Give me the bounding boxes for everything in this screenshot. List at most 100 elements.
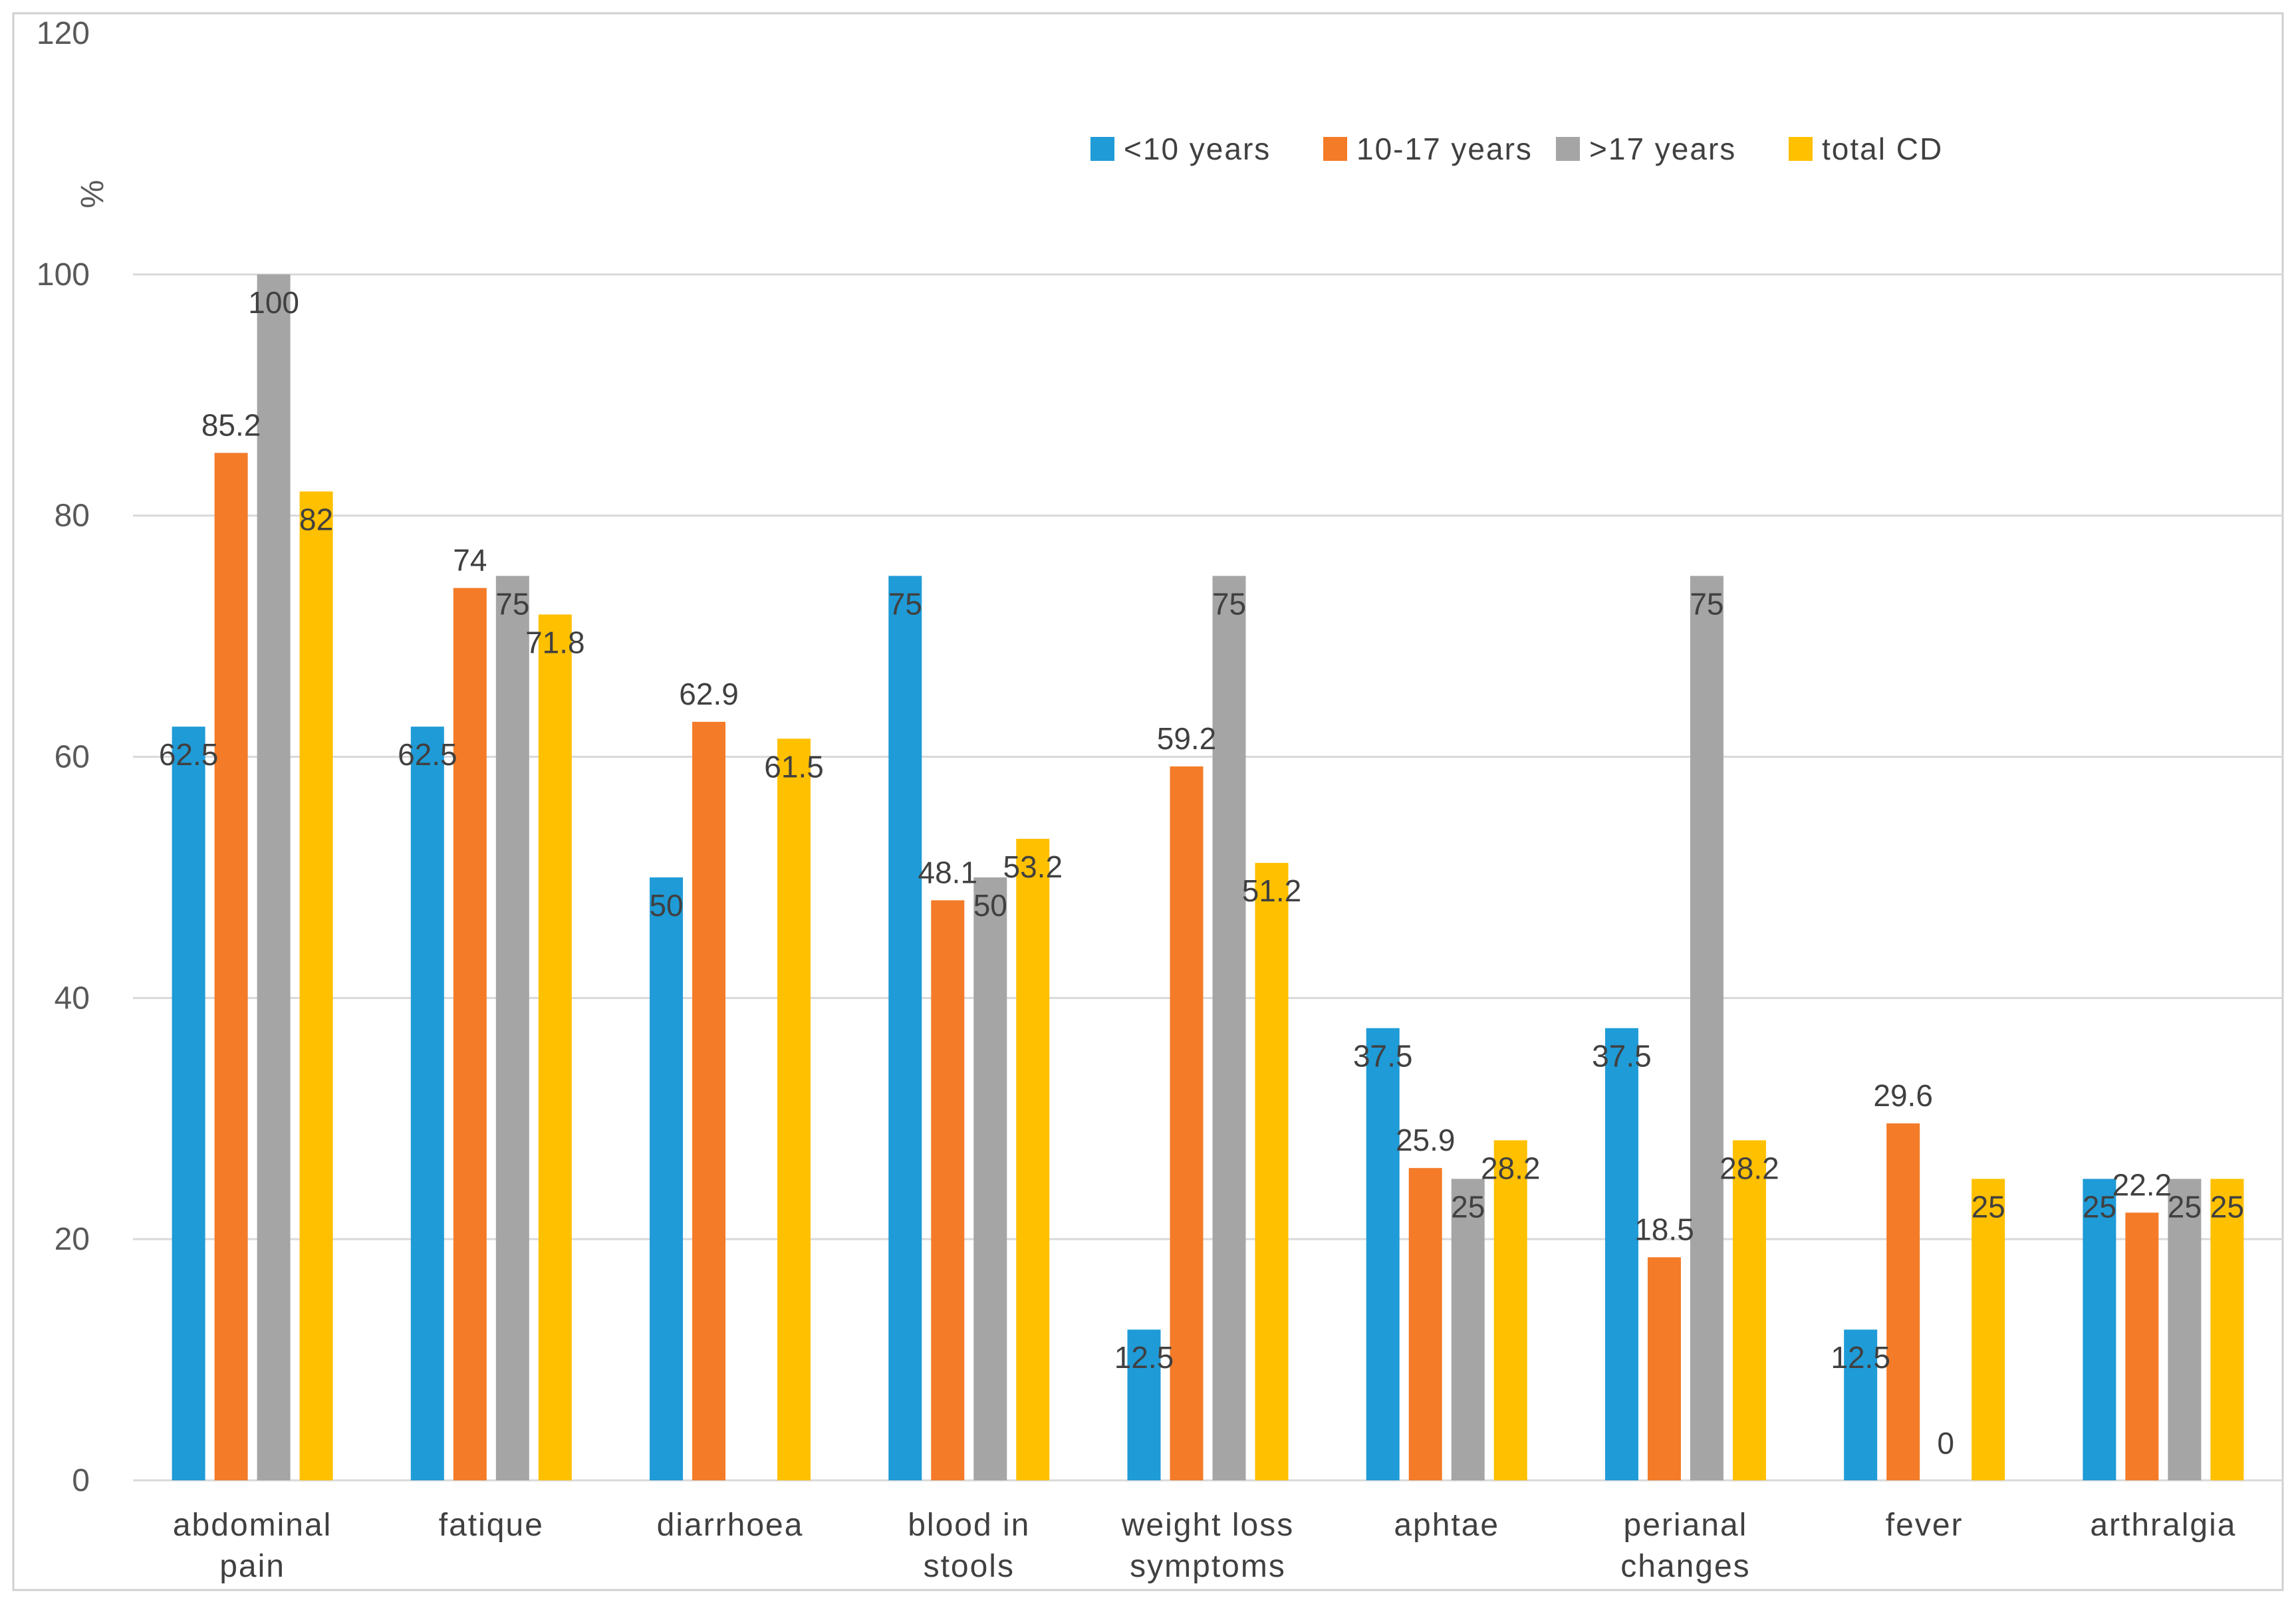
bar: [257, 274, 291, 1480]
x-category-label: perianal: [1624, 1508, 1748, 1543]
y-axis-label: %: [75, 180, 110, 209]
x-category-label: weight loss: [1121, 1508, 1294, 1543]
bar: [2168, 1179, 2202, 1480]
data-label: 25: [2210, 1189, 2244, 1224]
data-label: 25.9: [1396, 1123, 1456, 1157]
data-label: 25: [1451, 1189, 1485, 1224]
bar: [1732, 1140, 1766, 1480]
data-label: 62.9: [679, 677, 739, 711]
bar: [538, 614, 572, 1480]
bar: [1604, 1028, 1638, 1480]
bar: [1366, 1028, 1400, 1480]
x-category-label: blood in: [908, 1508, 1030, 1543]
x-category-label: changes: [1620, 1549, 1750, 1584]
x-category-label: stools: [924, 1549, 1015, 1584]
data-label: 61.5: [764, 749, 824, 784]
data-label: 37.5: [1592, 1039, 1652, 1074]
y-tick-label: 80: [55, 499, 90, 534]
data-label: 28.2: [1481, 1151, 1541, 1185]
bar: [1844, 1329, 1878, 1480]
y-tick-label: 20: [55, 1222, 90, 1257]
x-category-label: fever: [1886, 1508, 1964, 1543]
bar: [1451, 1179, 1485, 1480]
bar: [1016, 838, 1050, 1480]
data-label: 22.2: [2112, 1167, 2172, 1202]
bar: [931, 900, 965, 1480]
legend-swatch: [1090, 137, 1114, 161]
x-category-label: abdominal: [173, 1508, 332, 1543]
x-category-label: symptoms: [1130, 1549, 1286, 1584]
data-label: 25: [2168, 1189, 2202, 1224]
data-label: 37.5: [1353, 1039, 1413, 1074]
data-label: 75: [1212, 586, 1246, 621]
x-category-label: pain: [219, 1549, 285, 1584]
bar: [1255, 863, 1289, 1480]
gridlines: [133, 273, 2283, 1482]
data-label: 25: [1972, 1189, 2005, 1224]
data-label: 50: [649, 888, 683, 923]
legend-swatch: [1789, 137, 1813, 161]
data-label: 75: [888, 586, 922, 621]
data-label: 28.2: [1720, 1151, 1779, 1185]
data-label: 59.2: [1157, 721, 1217, 756]
data-label: 12.5: [1114, 1340, 1174, 1375]
bar: [1408, 1168, 1442, 1480]
bar: [2083, 1179, 2116, 1480]
data-label: 100: [248, 285, 299, 320]
x-category-label: diarrhoea: [657, 1508, 804, 1543]
legend-label: >17 years: [1589, 132, 1736, 166]
bar: [2125, 1212, 2159, 1480]
data-labels: 62.585.21008262.5747571.85062.961.57548.…: [159, 285, 2244, 1460]
data-label: 85.2: [201, 407, 261, 442]
data-label: 62.5: [398, 737, 457, 772]
x-category-label: aphtae: [1394, 1508, 1499, 1543]
data-label: 62.5: [159, 737, 219, 772]
bar: [1170, 766, 1204, 1480]
bar: [299, 491, 333, 1481]
bar: [973, 877, 1007, 1480]
y-tick-label: 40: [55, 980, 90, 1016]
bar: [214, 453, 248, 1480]
x-category-label: arthralgia: [2090, 1508, 2236, 1543]
data-label: 74: [453, 543, 487, 578]
data-label: 12.5: [1831, 1340, 1890, 1375]
x-axis-categories: abdominal pain fatique diarrhoea blood in sto…: [173, 1508, 2236, 1584]
data-label: 48.1: [918, 855, 978, 889]
bar: [1886, 1123, 1920, 1480]
bar: [777, 739, 811, 1480]
data-label: 53.2: [1003, 850, 1063, 884]
bar: [172, 727, 205, 1480]
data-label: 50: [973, 888, 1007, 923]
legend-swatch: [1556, 137, 1580, 161]
bar: [888, 576, 922, 1480]
bar: [650, 877, 684, 1480]
bar: [1972, 1179, 2005, 1480]
legend-label: <10 years: [1124, 132, 1271, 166]
y-tick-label: 0: [72, 1463, 90, 1498]
y-axis-ticks: 0 20 40 60 80 100 120: [37, 16, 90, 1498]
legend-label: total CD: [1822, 132, 1943, 166]
data-label: 29.6: [1873, 1078, 1933, 1113]
data-label: 0: [1937, 1426, 1954, 1460]
data-label: 25: [2083, 1189, 2116, 1224]
bar: [1690, 576, 1723, 1480]
y-tick-label: 100: [37, 257, 90, 292]
bar: [1127, 1329, 1161, 1480]
bar: [453, 588, 487, 1481]
bar: [1212, 576, 1246, 1480]
bar: [410, 727, 444, 1480]
legend-swatch: [1323, 137, 1347, 161]
bar: [1647, 1257, 1681, 1480]
data-label: 51.2: [1242, 873, 1302, 908]
y-tick-label: 60: [55, 740, 90, 775]
x-category-label: fatique: [439, 1508, 544, 1543]
data-label: 82: [299, 502, 333, 536]
bar: [2210, 1179, 2244, 1480]
legend: <10 years 10-17 years >17 years total CD: [1090, 132, 1943, 166]
data-label: 75: [495, 586, 529, 621]
bar: [1493, 1140, 1527, 1480]
bar: [692, 721, 726, 1480]
data-label: 71.8: [525, 625, 585, 659]
